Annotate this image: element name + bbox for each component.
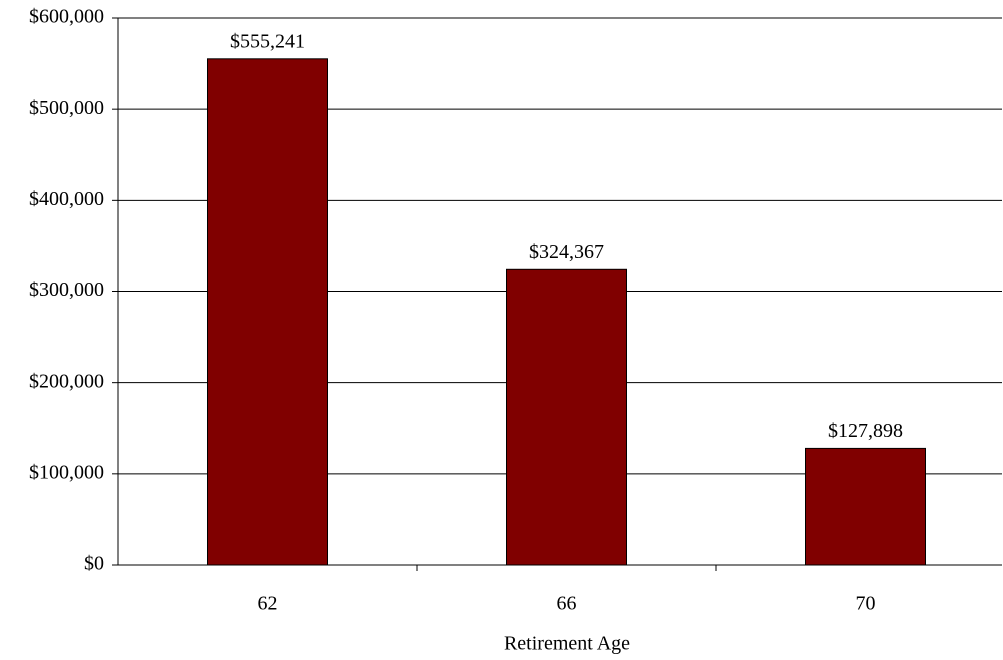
y-tick-label: $0 [84, 553, 104, 575]
x-tick-label: 66 [557, 593, 577, 615]
x-tick-label: 62 [258, 593, 278, 615]
bar [506, 268, 627, 566]
y-tick-label: $100,000 [29, 461, 104, 483]
bar [207, 58, 328, 566]
value-label: $324,367 [529, 241, 604, 263]
x-tick-label: 70 [856, 593, 876, 615]
value-label: $127,898 [828, 420, 903, 442]
y-tick-label: $300,000 [29, 279, 104, 301]
bar [805, 447, 926, 566]
value-label: $555,241 [230, 30, 305, 52]
y-tick-label: $400,000 [29, 188, 104, 210]
x-axis-title: Retirement Age [504, 633, 630, 655]
y-tick-label: $600,000 [29, 6, 104, 28]
y-tick-label: $200,000 [29, 370, 104, 392]
y-tick-label: $500,000 [29, 97, 104, 119]
